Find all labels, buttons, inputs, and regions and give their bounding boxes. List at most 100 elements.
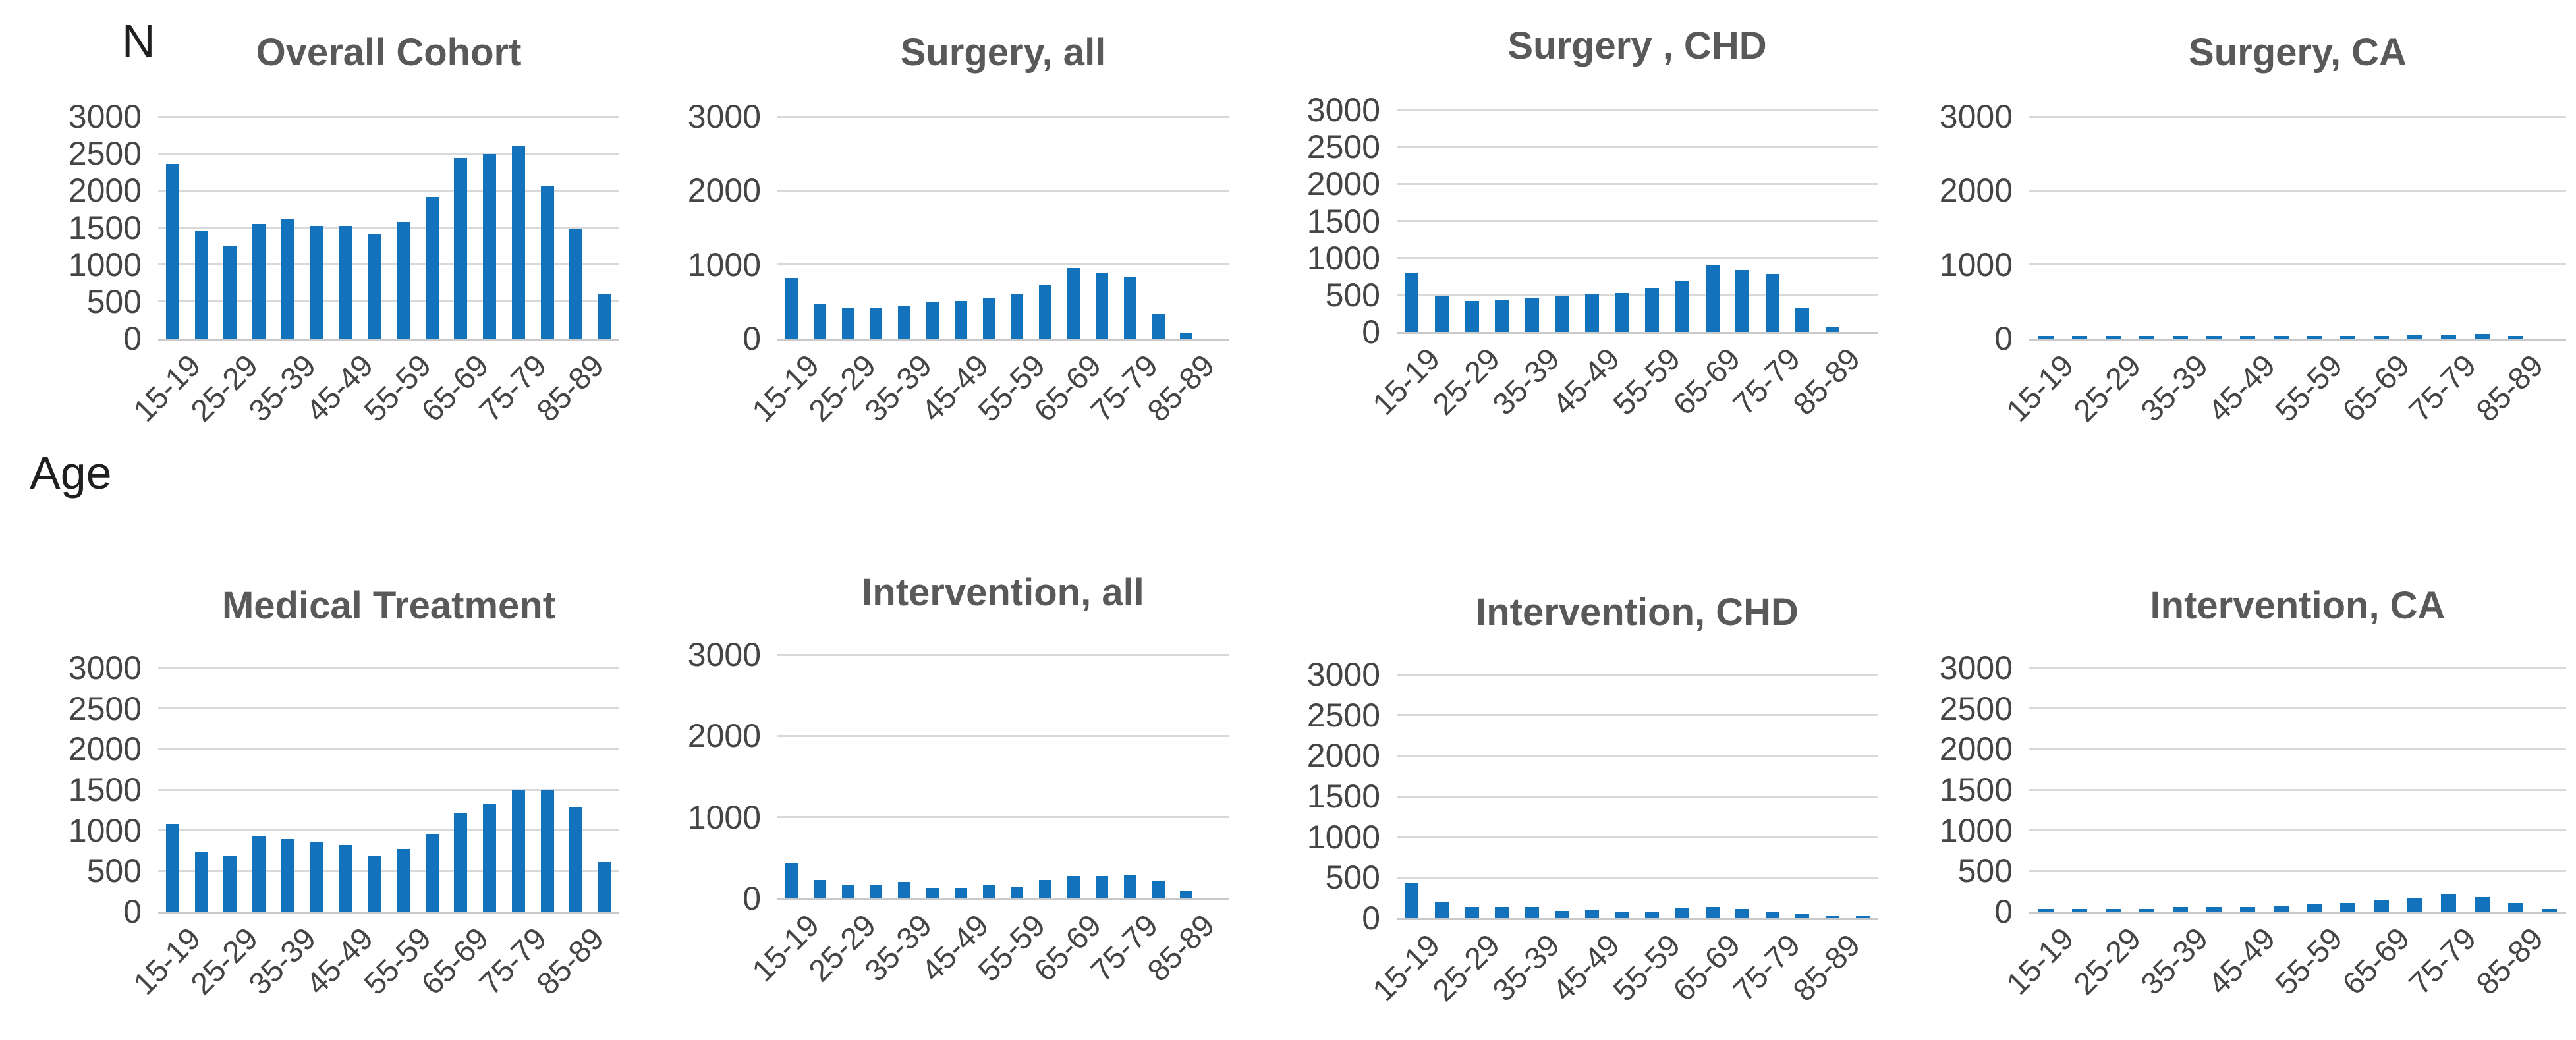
- bar-50-54: [1615, 912, 1629, 918]
- bar-20-24: [813, 879, 826, 898]
- bar-60-64: [1039, 879, 1052, 898]
- bar-35-39: [281, 219, 294, 339]
- x-tick-label: 85-89: [1786, 341, 1867, 422]
- bar-70-74: [1095, 273, 1108, 339]
- bar-45-49: [954, 300, 967, 339]
- chart-surgery-all: Surgery, all 3000 2000 1000 0 15-19 25-29 35-39…: [656, 10, 1229, 456]
- y-tick-label: 2000: [687, 172, 761, 209]
- chart-plot-row: 3000 2000 1000 0: [1907, 100, 2566, 355]
- bar-55-59: [1645, 912, 1660, 918]
- bar-15-19: [1405, 883, 1419, 918]
- plot-area: [2029, 115, 2566, 341]
- bar-45-49: [1585, 294, 1600, 332]
- bar-60-64: [2340, 336, 2356, 339]
- bar-90-94: [1855, 916, 1870, 918]
- bar-75-79: [511, 790, 525, 912]
- bar-20-24: [194, 231, 208, 339]
- bar-50-54: [368, 855, 381, 912]
- chart-title: Surgery , CHD: [1507, 24, 1767, 67]
- bar-70-74: [483, 154, 497, 339]
- bar-45-49: [339, 844, 352, 912]
- y-tick-label: 500: [1957, 852, 2013, 890]
- gridline: [2029, 748, 2566, 750]
- x-tick-label: 65-69: [414, 920, 495, 1002]
- x-tick-label: 65-69: [2335, 347, 2416, 429]
- x-tick-label: 55-59: [356, 920, 437, 1002]
- bar-20-24: [1434, 296, 1449, 332]
- chart-title: Medical Treatment: [221, 584, 556, 627]
- x-axis: 15-19 25-29 35-39 45-49 55-59 65-69 75-79 85-89: [1365, 920, 1878, 1035]
- y-axis: 3000 2500 2000 1500 1000 500 0: [36, 651, 158, 928]
- y-axis: 3000 2500 2000 1500 1000 500 0: [1907, 651, 2029, 928]
- x-axis: 15-19 25-29 35-39 45-49 55-59 65-69 75-79 85-89: [2000, 341, 2566, 456]
- x-tick-label: 55-59: [1606, 341, 1687, 422]
- gridline: [158, 300, 619, 303]
- bar-60-64: [1675, 908, 1689, 918]
- bar-50-54: [982, 885, 995, 898]
- y-tick-label: 500: [1325, 859, 1380, 896]
- bar-85-89: [1826, 327, 1840, 332]
- y-tick-label: 2500: [68, 690, 142, 727]
- chart-plot-row: 3000 2500 2000 1500 1000 500 0: [1275, 658, 1878, 935]
- bar-80-84: [1152, 880, 1165, 898]
- bar-40-44: [2206, 907, 2222, 912]
- x-tick-label: 85-89: [529, 347, 611, 429]
- bar-70-74: [1735, 269, 1750, 332]
- bar-40-44: [310, 226, 323, 339]
- bar-55-59: [1645, 288, 1660, 332]
- gridline: [1397, 714, 1878, 717]
- x-tick-label: 55-59: [1606, 927, 1687, 1008]
- x-tick-label: 25-29: [2066, 920, 2148, 1002]
- bar-70-74: [483, 804, 497, 912]
- x-tick-label: 75-79: [1725, 927, 1807, 1008]
- y-tick-label: 3000: [1939, 649, 2013, 686]
- bar-80-84: [1152, 314, 1165, 339]
- y-tick-label: 1000: [687, 798, 761, 836]
- bar-35-39: [898, 305, 911, 339]
- gridline: [1397, 754, 1878, 757]
- y-tick-label: 1000: [1939, 246, 2013, 283]
- bar-80-84: [2475, 333, 2490, 339]
- x-axis: 15-19 25-29 35-39 45-49 55-59 65-69 75-79 85-89: [126, 914, 619, 1029]
- y-tick-label: 2000: [1306, 737, 1380, 775]
- bar-30-34: [252, 836, 266, 912]
- bar-50-54: [368, 233, 381, 339]
- y-tick-label: 1000: [68, 811, 142, 849]
- bar-40-44: [310, 841, 323, 912]
- x-tick-label: 15-19: [126, 347, 207, 429]
- bar-30-34: [252, 223, 266, 339]
- bar-75-79: [2441, 893, 2457, 912]
- y-tick-label: 0: [1994, 320, 2013, 357]
- bar-25-29: [223, 245, 237, 339]
- bar-90-94: [2542, 909, 2557, 912]
- x-tick-label: 45-49: [2200, 920, 2282, 1002]
- bar-45-49: [2239, 336, 2255, 339]
- x-tick-label: 35-39: [241, 347, 322, 429]
- gridline: [158, 667, 619, 669]
- y-tick-label: 3000: [68, 98, 142, 135]
- bar-65-69: [2374, 336, 2390, 339]
- y-axis: 3000 2500 2000 1500 1000 500 0: [36, 100, 158, 355]
- x-tick-label: 35-39: [241, 920, 322, 1002]
- gridline: [777, 653, 1229, 656]
- x-tick-label: 25-29: [183, 920, 265, 1002]
- bar-60-64: [425, 197, 439, 339]
- bar-75-79: [1765, 274, 1779, 332]
- y-tick-label: 500: [86, 283, 142, 320]
- x-axis: 15-19 25-29 35-39 45-49 55-59 65-69 75-79 85-89: [745, 341, 1229, 456]
- bar-55-59: [2307, 904, 2322, 912]
- y-tick-label: 0: [1362, 314, 1380, 350]
- bar-25-29: [223, 855, 237, 912]
- gridline: [1397, 795, 1878, 798]
- y-tick-label: 2500: [68, 135, 142, 173]
- bar-35-39: [2172, 336, 2188, 339]
- x-tick-label: 15-19: [126, 920, 207, 1002]
- x-tick-label: 25-29: [1425, 341, 1507, 422]
- gridline: [2029, 667, 2566, 669]
- bar-65-69: [1067, 268, 1080, 339]
- bar-15-19: [785, 863, 798, 898]
- bar-15-19: [165, 823, 179, 912]
- bar-75-79: [1123, 875, 1136, 898]
- gridline: [2029, 263, 2566, 266]
